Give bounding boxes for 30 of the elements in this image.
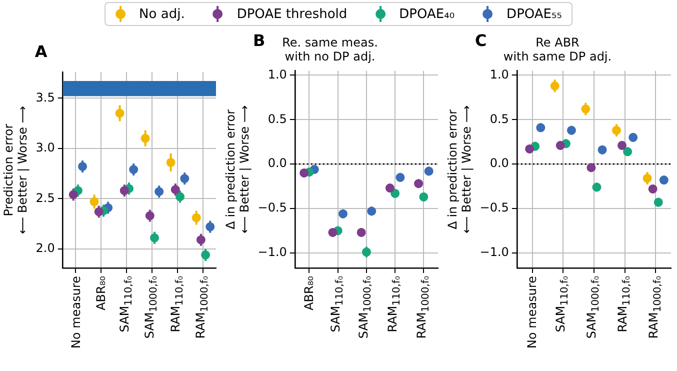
- y-axis-title: Δ in prediction error ⟵ Better | Worse ⟶: [445, 105, 474, 234]
- y-tick-label: 1.0: [268, 67, 287, 82]
- x-tick-label: ABR₈₀: [94, 276, 108, 310]
- chart-title: Re. same meas. with no DP adj.: [282, 35, 378, 64]
- chart-title: Re ABR with same DP adj.: [503, 35, 612, 64]
- y-tick-label: 2.5: [36, 190, 55, 205]
- y-tick-label: −0.5: [258, 200, 287, 215]
- text: A: [34, 42, 48, 61]
- y-tick-label: 0.5: [268, 112, 287, 126]
- y-tick-label: −0.5: [480, 200, 509, 215]
- legend-label: DPOAE₄₀: [399, 6, 455, 22]
- x-tick-label: No measure: [68, 276, 83, 348]
- y-tick-label: 3.5: [36, 90, 55, 104]
- legend-label: DPOAE₅₅: [506, 6, 562, 22]
- y-tick-label: 1.0: [490, 67, 509, 82]
- x-tick-label: ABR₈₀: [302, 276, 316, 310]
- y-tick-label: 0.0: [268, 156, 287, 170]
- legend-label: No adj.: [139, 6, 185, 22]
- text: C: [474, 30, 487, 50]
- y-tick-label: −1.0: [480, 245, 509, 260]
- y-axis-title: Prediction error ⟵ Better | Worse ⟶: [1, 106, 30, 234]
- y-axis-title: Δ in prediction error ⟵ Better | Worse ⟶: [223, 105, 252, 234]
- y-tick-label: 3.0: [36, 140, 55, 155]
- text: B: [252, 30, 266, 50]
- legend-label: DPOAE threshold: [236, 6, 348, 22]
- y-tick-label: −1.0: [258, 245, 287, 260]
- y-tick-label: 0.0: [490, 156, 509, 170]
- y-tick-label: 2.0: [36, 241, 55, 256]
- x-tick-label: No measure: [525, 276, 540, 348]
- y-tick-label: 0.5: [490, 112, 509, 126]
